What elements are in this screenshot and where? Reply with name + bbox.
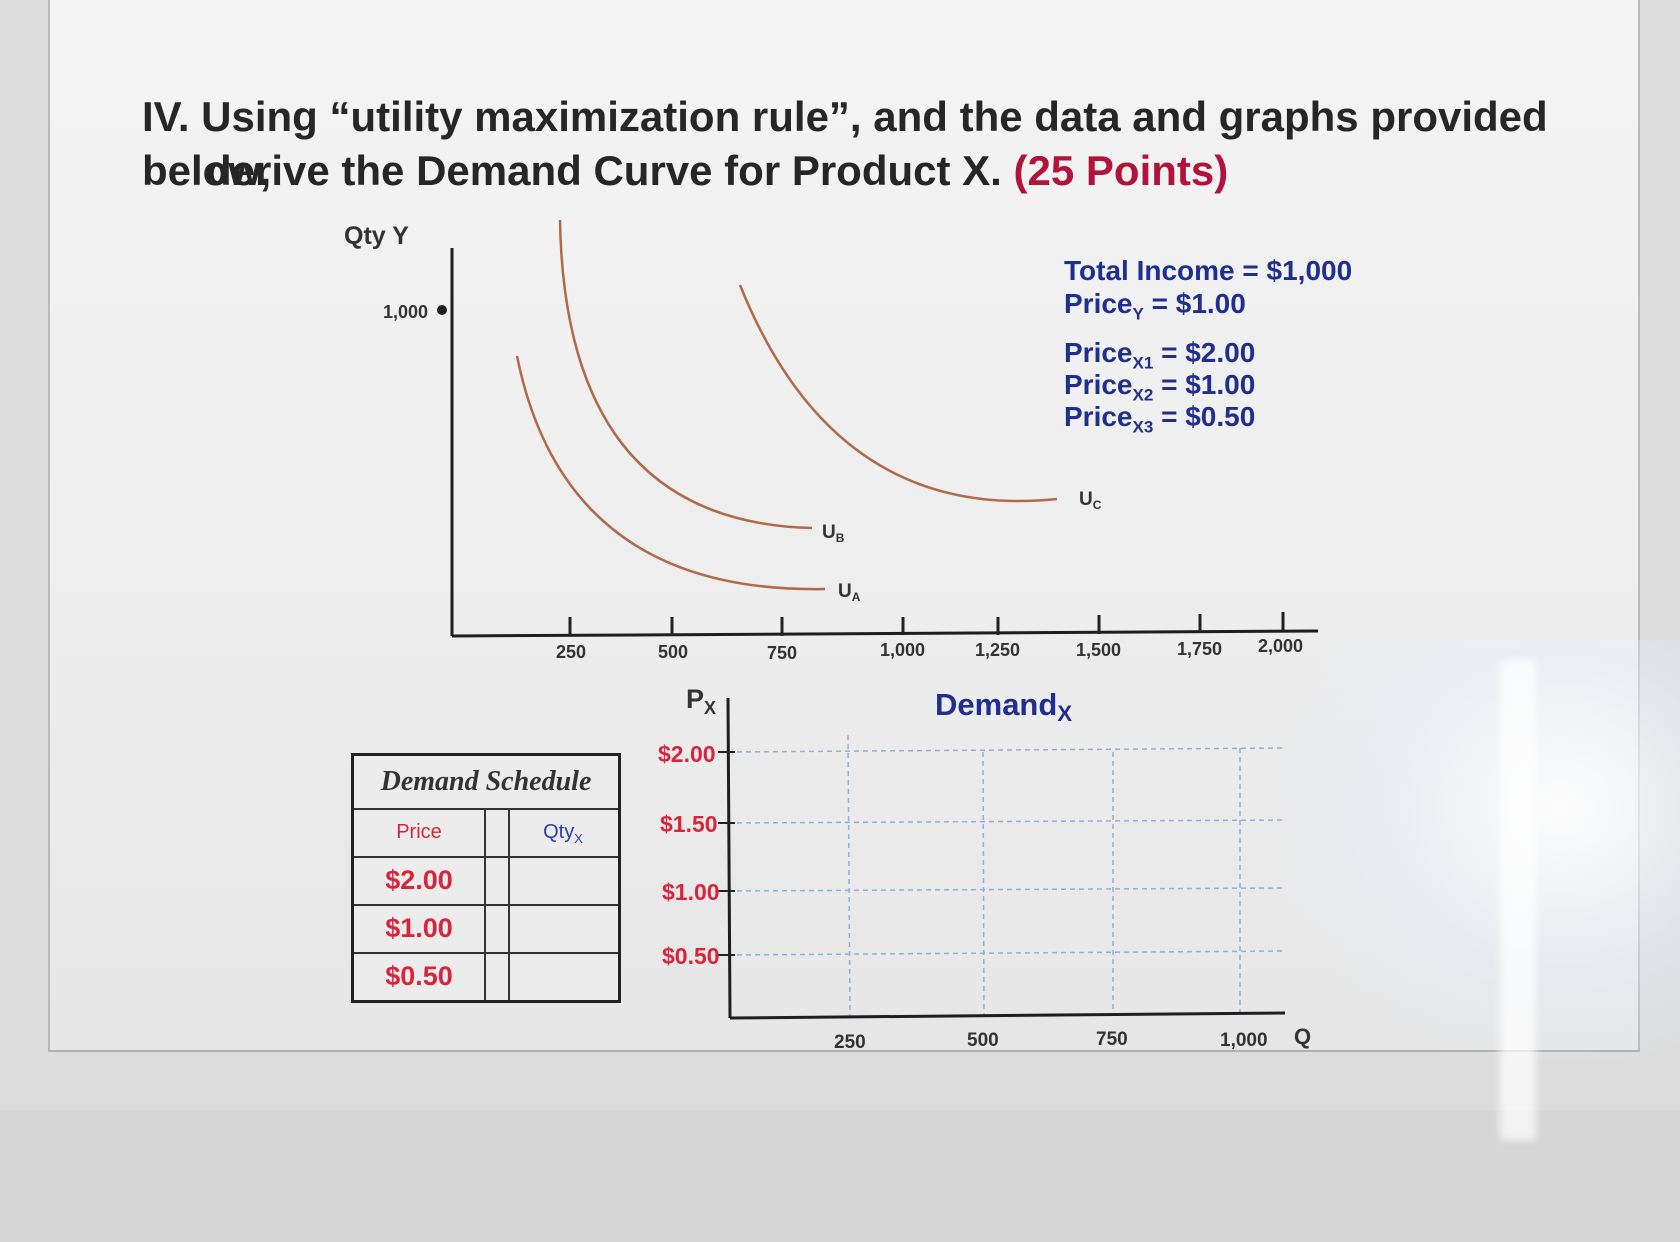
demand-y-tick-label: $2.00 <box>658 741 716 767</box>
top-x-tick-labels: 250 500 750 1,000 1,250 1,500 1,750 2,00… <box>556 636 1303 663</box>
top-y-tick-label: 1,000 <box>383 302 428 322</box>
price-x2-value: = $1.00 <box>1153 369 1256 400</box>
price-x1-sub: X1 <box>1132 353 1154 373</box>
top-x-tick-label: 1,500 <box>1076 640 1121 660</box>
price-x1-prefix: Price <box>1064 337 1133 368</box>
price-y-value: = $1.00 <box>1143 288 1246 319</box>
demand-schedule-row: $2.00 <box>354 856 618 906</box>
grid-line-0-50 <box>727 950 1286 956</box>
indifference-curve-ua <box>515 355 826 591</box>
top-x-tick-label: 500 <box>658 642 688 662</box>
indifference-curve-uc <box>738 284 1058 503</box>
demand-schedule-row: $0.50 <box>354 952 618 1000</box>
grid-line-1-00 <box>727 887 1286 892</box>
curve-label-ua-sub: A <box>852 590 861 604</box>
demand-grid <box>727 734 1286 1018</box>
screen-glare-streak <box>1500 660 1536 1140</box>
price-x2-sub: X2 <box>1132 385 1154 405</box>
top-x-tick-label: 1,000 <box>880 640 925 660</box>
grid-col-500 <box>982 751 985 1017</box>
curve-label-uc-sub: C <box>1093 498 1102 512</box>
curve-label-ua: UA <box>838 581 861 604</box>
grid-col-250 <box>847 734 851 1018</box>
demand-y-axis <box>726 697 732 1019</box>
demand-y-tick-label: $0.50 <box>662 943 720 969</box>
top-x-tick-label: 250 <box>556 642 586 662</box>
background-surface <box>0 1110 1680 1242</box>
demand-schedule-row: $1.00 <box>354 904 618 954</box>
top-x-tick-label: 2,000 <box>1258 636 1303 656</box>
total-income-label: Total Income = $1,000 <box>1064 255 1353 286</box>
demand-y-axis-main: P <box>686 684 704 714</box>
demand-x-tick-labels: 250 500 750 1,000 <box>834 1029 1268 1053</box>
schedule-qty-cell[interactable] <box>508 904 618 952</box>
question-line-2: derive the Demand Curve for Product X. (… <box>206 144 1228 198</box>
header-qty: QtyX <box>508 808 618 856</box>
schedule-price-cell: $0.50 <box>385 961 453 991</box>
top-x-tick-label: 1,750 <box>1177 639 1222 659</box>
demand-y-tick-label: $1.00 <box>662 879 720 905</box>
demand-x-axis <box>729 1011 1286 1020</box>
top-x-tick-label: 1,250 <box>975 640 1020 660</box>
demand-x-tick-label: 250 <box>834 1032 866 1053</box>
demand-y-axis-sub: X <box>704 698 716 718</box>
header-price: Price <box>396 821 442 843</box>
demand-x-tick-label: 1,000 <box>1220 1030 1268 1051</box>
curve-label-uc: UC <box>1079 489 1102 512</box>
question-line-2-text: derive the Demand Curve for Product X. <box>206 147 1002 194</box>
demand-schedule-title: Demand Schedule <box>354 756 618 810</box>
schedule-price-cell: $2.00 <box>385 865 453 895</box>
price-x3-prefix: Price <box>1064 401 1133 432</box>
curve-label-ua-main: U <box>838 581 852 602</box>
price-y-sub: Y <box>1132 304 1144 324</box>
curve-label-ub-sub: B <box>836 531 845 545</box>
curve-label-ub-main: U <box>822 522 836 543</box>
demand-x-tick-label: 500 <box>967 1030 999 1051</box>
grid-line-1-50 <box>727 819 1286 824</box>
demand-y-ticks <box>718 751 735 956</box>
demand-schedule-table: Demand Schedule Price QtyX $2.00 $1.00 $… <box>351 753 621 1003</box>
price-x3-value: = $0.50 <box>1153 401 1256 432</box>
price-x2-prefix: Price <box>1064 369 1133 400</box>
top-x-ticks <box>568 612 1285 636</box>
top-x-tick-label: 750 <box>767 643 797 663</box>
demand-x-tick-label: 750 <box>1096 1029 1128 1050</box>
curve-label-uc-main: U <box>1079 489 1093 510</box>
points-label: (25 Points) <box>1013 147 1229 194</box>
schedule-divider <box>484 952 510 1000</box>
grid-line-2-00 <box>727 747 1286 753</box>
indifference-curve-ub <box>558 219 813 530</box>
demand-x-axis-label: Q <box>1294 1024 1311 1049</box>
header-qty-sub: X <box>574 831 583 846</box>
demand-title-sub: X <box>1057 701 1072 726</box>
header-divider <box>484 808 510 856</box>
price-x1-label: PriceX1 = $2.00 <box>1064 336 1255 381</box>
demand-title-main: Demand <box>935 687 1057 722</box>
question-line-1: IV. Using “utility maximization rule”, a… <box>142 93 1548 194</box>
schedule-price-cell: $1.00 <box>385 913 453 943</box>
header-qty-main: Qty <box>543 821 575 843</box>
curve-label-ub: UB <box>822 522 845 545</box>
schedule-divider <box>484 856 510 904</box>
top-x-axis <box>451 629 1319 638</box>
price-y-label: PriceY = $1.00 <box>1064 287 1246 332</box>
price-x3-label: PriceX3 = $0.50 <box>1064 400 1255 445</box>
demand-y-tick-label: $1.50 <box>660 811 718 837</box>
price-x1-value: = $2.00 <box>1153 337 1256 368</box>
price-x2-label: PriceX2 = $1.00 <box>1064 368 1255 413</box>
price-y-prefix: Price <box>1064 288 1133 319</box>
demand-y-tick-labels: $2.00 $1.50 $1.00 $0.50 <box>658 741 720 969</box>
demand-title: DemandX <box>935 687 1072 726</box>
demand-y-axis-label: PX <box>686 684 716 718</box>
schedule-divider <box>484 904 510 952</box>
demand-schedule-header-row: Price QtyX <box>354 808 618 858</box>
schedule-qty-cell[interactable] <box>508 856 618 904</box>
top-y-tick-marker <box>437 305 447 315</box>
schedule-qty-cell[interactable] <box>508 952 618 1000</box>
top-y-axis-label: Qty Y <box>344 222 409 250</box>
price-x3-sub: X3 <box>1132 417 1154 437</box>
